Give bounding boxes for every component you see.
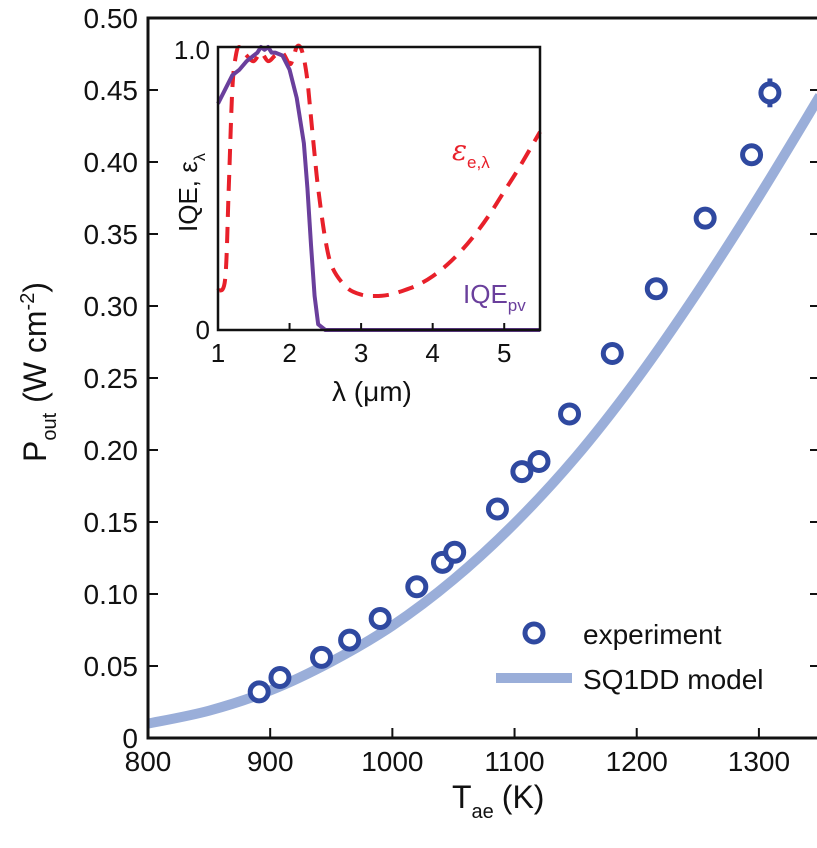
- experiment-marker: [368, 606, 392, 630]
- y-tick-label: 0.50: [84, 3, 139, 34]
- x-tick-label: 1100: [484, 746, 544, 777]
- iqe-subscript: pv: [508, 296, 526, 315]
- y-tick-label: 0.15: [84, 507, 139, 538]
- data-point: [693, 206, 717, 230]
- main-y-axis-label: Pout (W cm-2): [17, 282, 61, 462]
- iqe-symbol: IQE: [463, 279, 508, 309]
- inset-x-tick-label: 3: [354, 338, 368, 368]
- inset-x-tick-label: 2: [282, 338, 296, 368]
- main-x-axis-label: Tae (K): [452, 779, 544, 823]
- y-tick-label: 0.40: [84, 147, 139, 178]
- inset-y-axis-text: IQE, ε: [173, 161, 203, 232]
- legend-model-label: SQ1DD model: [583, 664, 764, 695]
- x-tick-label: 1000: [361, 746, 423, 777]
- y-tick-label: 0.45: [84, 75, 139, 106]
- data-point: [268, 666, 292, 690]
- inset-x-tick-label: 1: [211, 338, 225, 368]
- experiment-marker: [558, 402, 582, 426]
- x-tick-label: 1300: [728, 746, 790, 777]
- data-point: [309, 645, 333, 669]
- x-tick-label: 900: [247, 746, 294, 777]
- y-axis-unit: (W cm: [17, 310, 53, 402]
- experiment-marker: [740, 143, 764, 167]
- y-tick-label: 0.25: [84, 363, 139, 394]
- experiment-marker: [443, 540, 467, 564]
- y-tick-label: 0.35: [84, 219, 139, 250]
- data-point: [740, 143, 764, 167]
- y-tick-label: 0.05: [84, 651, 139, 682]
- x-axis-unit: (K): [502, 779, 545, 815]
- data-point: [600, 342, 624, 366]
- x-axis-subscript: ae: [472, 801, 494, 823]
- experiment-marker: [758, 81, 782, 105]
- y-axis-unit-close: ): [17, 282, 53, 293]
- inset-y-tick-label: 0: [196, 315, 210, 345]
- emissivity-symbol: ε: [452, 134, 467, 167]
- inset-x-tick-label: 4: [425, 338, 439, 368]
- x-tick-label: 1200: [606, 746, 668, 777]
- emissivity-subscript: e,λ: [467, 153, 490, 172]
- inset-background: [218, 47, 540, 330]
- inset-y-tick-label: 1.0: [174, 35, 210, 65]
- data-point: [405, 575, 429, 599]
- main-chart: 800 900 1000 1100 1200 1300 0 0.05 0.10 0.15 0.20…: [17, 3, 817, 823]
- inset-y-axis-label: IQE, ελ: [173, 153, 209, 232]
- legend-experiment-label: experiment: [583, 619, 722, 650]
- inset-x-axis: 1 2 3 4 5: [211, 323, 511, 368]
- y-axis-unit-exponent: -2: [17, 293, 39, 311]
- y-tick-label: 0: [122, 723, 138, 754]
- inset-iqe-label: IQEpv: [463, 279, 526, 315]
- y-axis-symbol: P: [17, 441, 53, 462]
- inset-x-axis-label: λ (μm): [332, 376, 412, 407]
- y-tick-label: 0.10: [84, 579, 139, 610]
- y-axis-subscript: out: [39, 412, 61, 440]
- x-axis-symbol: T: [452, 779, 472, 815]
- y-tick-label: 0.20: [84, 435, 139, 466]
- experiment-marker: [268, 666, 292, 690]
- y-tick-label: 0.30: [84, 291, 139, 322]
- experiment-marker: [405, 575, 429, 599]
- x-tick-label: 800: [125, 746, 172, 777]
- experiment-marker: [693, 206, 717, 230]
- data-point: [338, 628, 362, 652]
- data-point: [644, 277, 668, 301]
- main-y-axis: 0 0.05 0.10 0.15 0.20 0.25 0.30 0.35 0.40 0.45 0.5…: [84, 3, 817, 754]
- data-point: [510, 460, 534, 484]
- experiment-points-layer: [247, 78, 782, 704]
- emissivity-curve: [216, 43, 542, 299]
- data-point: [443, 540, 467, 564]
- data-point: [558, 402, 582, 426]
- legend: experiment SQ1DD model: [496, 619, 764, 695]
- experiment-marker: [309, 645, 333, 669]
- experiment-marker: [485, 497, 509, 521]
- experiment-marker: [338, 628, 362, 652]
- inset-x-tick-label: 5: [497, 338, 511, 368]
- experiment-marker: [510, 460, 534, 484]
- data-point: [368, 606, 392, 630]
- inset-plot-frame: [216, 45, 542, 332]
- data-point: [758, 78, 782, 108]
- main-x-axis: 800 900 1000 1100 1200 1300: [125, 728, 790, 777]
- inset-y-axis-subscript: λ: [192, 153, 209, 161]
- data-point: [527, 450, 551, 474]
- data-point: [247, 680, 271, 704]
- experiment-marker: [600, 342, 624, 366]
- inset-emissivity-label: εe,λ: [452, 134, 490, 172]
- experiment-marker: [247, 680, 271, 704]
- experiment-marker: [644, 277, 668, 301]
- inset-y-axis: 01.0: [174, 35, 225, 345]
- data-point: [485, 497, 509, 521]
- legend-experiment-marker: [522, 621, 546, 645]
- experiment-marker: [527, 450, 551, 474]
